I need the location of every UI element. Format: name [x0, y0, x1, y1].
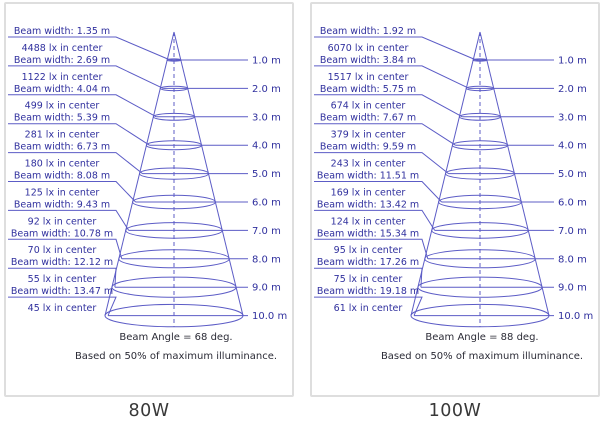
distance-label: 9.0 m [558, 283, 587, 294]
leader-line [314, 65, 470, 89]
distance-label: 5.0 m [252, 169, 281, 180]
lux-label: 55 lx in center [28, 274, 97, 285]
cone-chart-100w: 1.0 m Beam width: 1.92 m 2.0 m Beam width: … [314, 26, 593, 362]
beam-width-label: Beam width: 2.69 m [14, 55, 110, 66]
leader-line [8, 65, 164, 89]
lux-label: 180 lx in center [25, 159, 100, 170]
beam-width-label: Beam width: 15.34 m [317, 228, 419, 239]
lux-label: 674 lx in center [331, 101, 406, 112]
leader-line [314, 181, 442, 203]
beam-width-label: Beam width: 9.59 m [320, 142, 416, 153]
leader-line [314, 94, 463, 118]
caption-100w: 100W [428, 401, 482, 421]
beam-width-label: Beam width: 1.92 m [320, 26, 416, 37]
distance-label: 10.0 m [558, 311, 593, 322]
distance-label: 7.0 m [558, 226, 587, 237]
distance-label: 8.0 m [252, 254, 281, 265]
leader-line [8, 296, 117, 316]
lux-label: 92 lx in center [28, 216, 97, 227]
distance-label: 6.0 m [558, 198, 587, 209]
distance-label: 6.0 m [252, 198, 281, 209]
lux-label: 1517 lx in center [328, 72, 409, 83]
beam-width-label: Beam width: 5.75 m [320, 84, 416, 95]
lux-label: 75 lx in center [334, 274, 403, 285]
leader-line [314, 123, 456, 146]
leader-line [8, 94, 157, 118]
leader-line [314, 238, 429, 259]
beam-width-label: Beam width: 5.39 m [14, 113, 110, 124]
lux-label: 61 lx in center [334, 303, 403, 314]
lux-label: 124 lx in center [331, 216, 406, 227]
cone-chart-80w: 1.0 m Beam width: 1.35 m 2.0 m Beam width: … [8, 26, 287, 362]
lux-label: 4488 lx in center [22, 43, 103, 54]
beam-width-label: Beam width: 19.18 m [317, 286, 419, 297]
beam-width-label: Beam width: 17.26 m [317, 257, 419, 268]
lux-label: 499 lx in center [25, 101, 100, 112]
distance-label: 4.0 m [558, 141, 587, 152]
distance-label: 10.0 m [252, 311, 287, 322]
beam-width-label: Beam width: 9.43 m [14, 199, 110, 210]
leader-line [8, 181, 136, 203]
lux-label: 45 lx in center [28, 303, 97, 314]
lux-label: 70 lx in center [28, 245, 97, 256]
distance-label: 7.0 m [252, 226, 281, 237]
lux-label: 95 lx in center [334, 245, 403, 256]
distance-label: 1.0 m [558, 56, 587, 67]
leader-line [314, 267, 423, 288]
lux-label: 1122 lx in center [22, 72, 103, 83]
distance-label: 8.0 m [558, 254, 587, 265]
photometric-panel-100w: 1.0 m Beam width: 1.92 m 2.0 m Beam width: … [310, 2, 600, 397]
lux-label: 125 lx in center [25, 187, 100, 198]
distance-label: 9.0 m [252, 283, 281, 294]
leader-line [314, 209, 436, 231]
footnote-label: Based on 50% of maximum illuminance. [75, 351, 277, 362]
distance-label: 4.0 m [252, 141, 281, 152]
distance-label: 1.0 m [252, 56, 281, 67]
beam-width-label: Beam width: 12.12 m [11, 257, 113, 268]
lux-label: 281 lx in center [25, 130, 100, 141]
beam-width-label: Beam width: 6.73 m [14, 142, 110, 153]
leader-line [8, 123, 150, 146]
beam-angle-label: Beam Angle = 88 deg. [425, 332, 538, 343]
distance-label: 3.0 m [252, 112, 281, 123]
leader-line [314, 36, 477, 61]
distance-label: 2.0 m [558, 84, 587, 95]
leader-line [8, 36, 171, 61]
photometric-panel-80w: 1.0 m Beam width: 1.35 m 2.0 m Beam width: … [4, 2, 294, 397]
leader-line [8, 209, 130, 231]
beam-width-label: Beam width: 13.47 m [11, 286, 113, 297]
beam-width-label: Beam width: 7.67 m [320, 113, 416, 124]
beam-width-label: Beam width: 13.42 m [317, 199, 419, 210]
beam-width-label: Beam width: 4.04 m [14, 84, 110, 95]
beam-width-label: Beam width: 11.51 m [317, 171, 419, 182]
beam-width-label: Beam width: 8.08 m [14, 171, 110, 182]
leader-line [314, 152, 449, 174]
footnote-label: Based on 50% of maximum illuminance. [381, 351, 583, 362]
lux-label: 379 lx in center [331, 130, 406, 141]
leader-line [8, 152, 143, 174]
leader-line [314, 296, 423, 316]
distance-label: 5.0 m [558, 169, 587, 180]
lux-label: 243 lx in center [331, 159, 406, 170]
beam-angle-label: Beam Angle = 68 deg. [119, 332, 232, 343]
beam-width-label: Beam width: 10.78 m [11, 228, 113, 239]
lux-label: 169 lx in center [331, 187, 406, 198]
leader-line [8, 238, 123, 259]
beam-width-label: Beam width: 1.35 m [14, 26, 110, 37]
distance-label: 2.0 m [252, 84, 281, 95]
distance-label: 3.0 m [558, 112, 587, 123]
beam-width-label: Beam width: 3.84 m [320, 55, 416, 66]
leader-line [8, 267, 117, 288]
caption-80w: 80W [128, 401, 170, 421]
lux-label: 6070 lx in center [328, 43, 409, 54]
